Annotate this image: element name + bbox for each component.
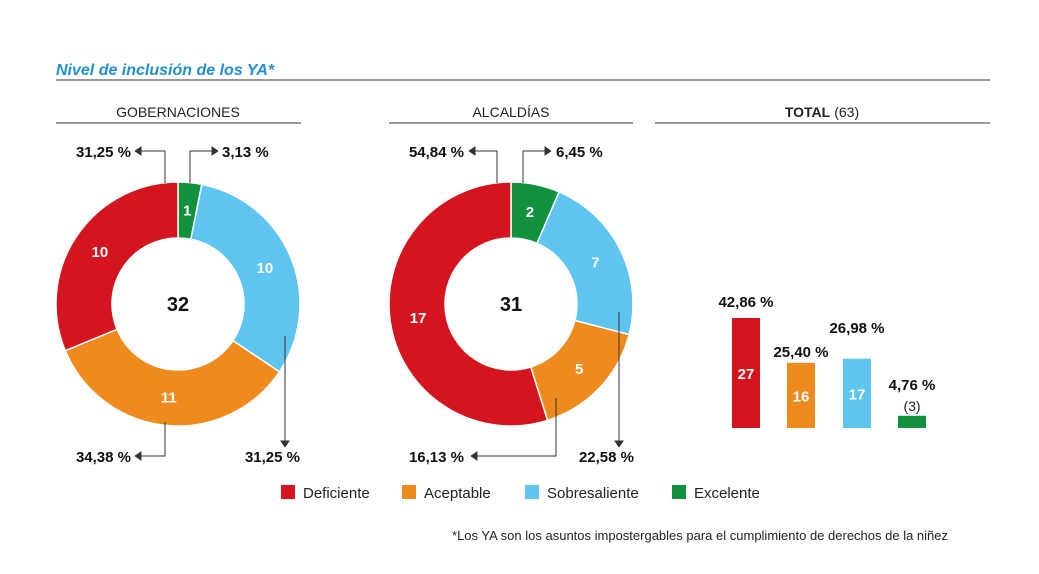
percent-label-sobresaliente: 31,25 % [245,449,300,466]
slice-value-label-aceptable: 11 [161,390,177,407]
arrow-head [614,440,624,448]
legend-label-deficiente: Deficiente [303,485,370,502]
chart-title: Nivel de inclusión de los YA* [56,62,275,79]
donut-slice-deficiente [388,181,549,427]
arrow-head [134,451,142,461]
arrow-head [280,440,290,448]
callouts-gobernaciones [134,146,290,461]
arrow-head [134,146,142,156]
bar-aceptable [787,362,815,428]
legend-swatch-aceptable [402,485,416,499]
arrow-head [470,451,478,461]
arrow-head [544,146,552,156]
percent-label-excelente: 3,13 % [222,144,269,161]
bar-value-label-deficiente: 27 [738,366,755,383]
callout-line [140,422,166,457]
percent-label-aceptable: 16,13 % [409,449,464,466]
legend-swatch-excelente [672,485,686,499]
legend-label-excelente: Excelente [694,485,760,502]
callout-line [140,150,166,183]
slice-value-label-aceptable: 5 [575,361,583,378]
bar-percent-label-excelente: 4,76 % [889,377,936,394]
callout-line [474,150,498,183]
footnote: *Los YA son los asuntos impostergables p… [452,528,948,543]
percent-label-sobresaliente: 22,58 % [579,449,634,466]
percent-label-deficiente: 54,84 % [409,144,464,161]
legend-label-sobresaliente: Sobresaliente [547,485,639,502]
arrow-head [211,146,219,156]
donut-alcaldias: 2 7 5 17 [388,181,634,427]
percent-label-excelente: 6,45 % [556,144,603,161]
donut-slice-aceptable [64,328,281,427]
legend: Deficiente Aceptable Sobresaliente Excelent… [281,485,760,502]
slice-value-label-sobresaliente: 7 [591,255,599,272]
donut-slice-sobresaliente [536,190,634,336]
percent-label-aceptable: 34,38 % [76,449,131,466]
bar-excelente [898,415,926,428]
bar-percent-label-deficiente: 42,86 % [718,294,773,311]
bar-value-label-aceptable: 16 [793,388,810,405]
donut-center-total: 31 [500,294,522,316]
callout-line [522,150,546,183]
donut-center-total: 32 [167,294,189,316]
donut-slice-sobresaliente [189,183,301,373]
bar-sobresaliente [843,358,871,428]
bar-value-label-excelente: (3) [903,398,920,414]
callout-line [476,398,557,457]
slice-value-label-deficiente: 17 [410,310,427,327]
percent-label-deficiente: 31,25 % [76,144,131,161]
slice-value-label-excelente: 1 [183,202,191,219]
donut-slice-deficiente [55,181,179,352]
panel-title-alcaldias: ALCALDÍAS [472,104,549,120]
slice-value-label-excelente: 2 [526,204,534,221]
bar-deficiente [732,318,760,428]
legend-label-aceptable: Aceptable [424,485,491,502]
legend-swatch-deficiente [281,485,295,499]
legend-swatch-sobresaliente [525,485,539,499]
bar-value-label-sobresaliente: 17 [849,386,866,403]
panel-title-gobernaciones: GOBERNACIONES [116,104,240,120]
slice-value-label-sobresaliente: 10 [257,260,274,277]
panel-title-total: TOTAL (63) [785,104,859,120]
total-count: (63) [834,104,859,120]
bar-percent-label-sobresaliente: 26,98 % [829,320,884,337]
slice-value-label-deficiente: 10 [91,244,108,261]
donut-gobernaciones: 1 10 11 10 [55,181,301,427]
total-title: TOTAL [785,104,831,120]
arrow-head [468,146,476,156]
callouts-alcaldias [468,146,624,461]
bar-percent-label-aceptable: 25,40 % [773,344,828,361]
callout-line [189,150,213,183]
bar-chart-total: 42,86 % 27 25,40 % 16 26,98 % 17 4,76 % (3) [718,294,935,428]
